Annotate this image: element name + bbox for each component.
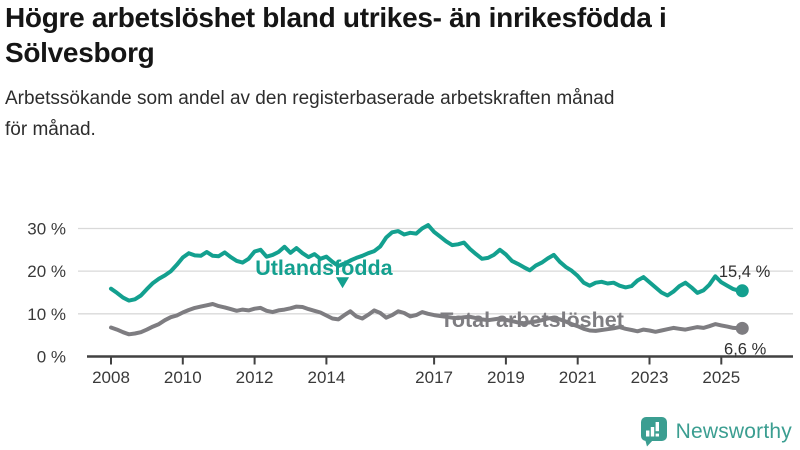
subtitle-line-1: Arbetssökande som andel av den registerb… — [5, 88, 615, 109]
x-tick-label: 2008 — [92, 368, 130, 387]
x-tick-label: 2023 — [631, 368, 669, 387]
y-tick-label: 10 % — [27, 305, 66, 324]
series-line-0 — [109, 223, 742, 303]
annotation-arrow — [336, 277, 350, 289]
series-end-value-label: 6,6 % — [724, 340, 767, 358]
newsworthy-brand: Newsworthy — [640, 416, 792, 447]
x-tick-label: 2017 — [415, 368, 453, 387]
subtitle-line-2: för månad. — [5, 119, 96, 140]
series-end-dot-1 — [735, 321, 749, 335]
newsworthy-logo-icon — [640, 417, 667, 447]
y-tick-label: 30 % — [27, 219, 66, 238]
x-tick-label: 2021 — [559, 368, 597, 387]
series-line-1 — [109, 302, 742, 337]
x-tick-label: 2014 — [307, 368, 345, 387]
series-annotation-label: Total arbetslöshet — [440, 308, 624, 332]
x-tick-label: 2010 — [164, 368, 202, 387]
x-tick-label: 2019 — [487, 368, 525, 387]
series-end-dot-0 — [735, 284, 749, 298]
y-tick-label: 0 % — [37, 348, 66, 367]
series-annotation-label: Utlandsfödda — [255, 256, 393, 280]
x-tick-label: 2012 — [236, 368, 274, 387]
x-tick-label: 2025 — [702, 368, 740, 387]
y-tick-label: 20 % — [27, 262, 66, 281]
chart-header: Högre arbetslöshet bland utrikes- än inr… — [5, 0, 797, 145]
series-end-value-label: 15,4 % — [719, 263, 771, 281]
chart-subtitle: Arbetssökande som andel av den registerb… — [5, 83, 797, 145]
title-line-1: Högre arbetslöshet bland utrikes- än inr… — [5, 2, 667, 33]
title-line-2: Sölvesborg — [5, 37, 155, 68]
page-title: Högre arbetslöshet bland utrikes- än inr… — [5, 0, 797, 70]
newsworthy-wordmark: Newsworthy — [675, 419, 792, 443]
